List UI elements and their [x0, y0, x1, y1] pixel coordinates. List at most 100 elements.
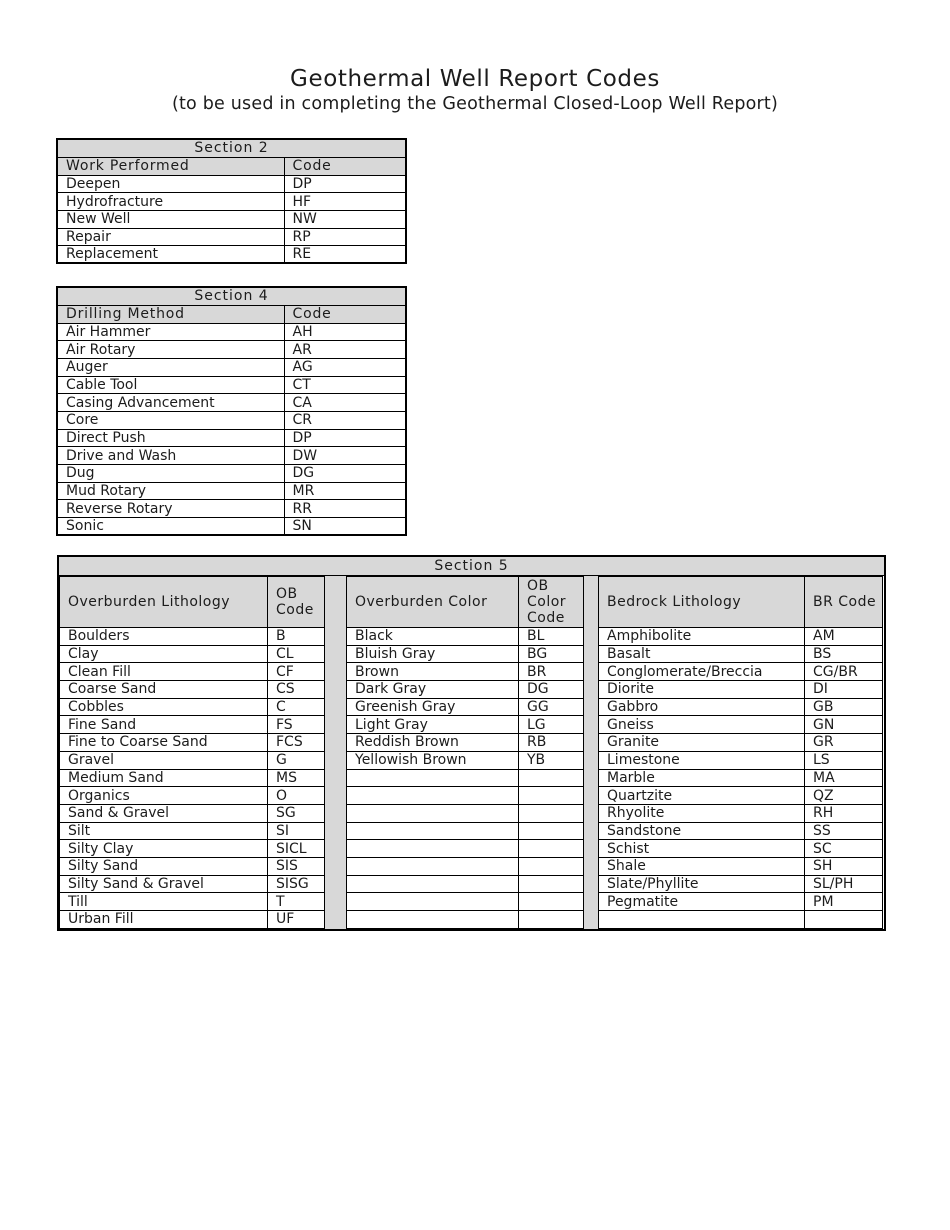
item-name-cell: Conglomerate/Breccia — [598, 662, 805, 682]
table-row: Silt SI — [59, 821, 325, 841]
table-row: Reverse Rotary RR — [56, 499, 407, 519]
table-row — [346, 839, 584, 858]
item-name-cell — [346, 786, 519, 805]
table-row: Fine Sand FS — [59, 715, 325, 735]
item-name-cell: Greenish Gray — [346, 697, 519, 717]
item-code-cell: RB — [518, 733, 584, 752]
item-code-cell: B — [267, 627, 325, 646]
item-name-cell: Bluish Gray — [346, 644, 519, 664]
table-row: Auger AG — [56, 357, 407, 377]
item-code-cell — [518, 839, 584, 858]
table-row: Rhyolite RH — [598, 803, 883, 823]
table-row: Gabbro GB — [598, 697, 883, 717]
overburden-lithology-body: Boulders B Clay CL Clean Fill CF Coarse Sand CS… — [59, 627, 325, 929]
item-name-cell: Mud Rotary — [56, 481, 285, 501]
item-code-cell: CL — [267, 644, 325, 664]
item-code-cell: DG — [283, 464, 407, 483]
item-name-cell: Shale — [598, 856, 805, 876]
item-code-cell: GG — [518, 697, 584, 717]
table-row: Medium Sand MS — [59, 768, 325, 788]
item-name-cell — [346, 803, 519, 823]
table-row: Replacement RE — [56, 245, 407, 264]
table-row — [598, 910, 883, 929]
item-name-cell: Silt — [59, 821, 268, 841]
column-header-br-code: BR Code — [804, 576, 883, 628]
table-row: Dark Gray DG — [346, 680, 584, 699]
item-name-cell: Granite — [598, 733, 805, 752]
table-row: Silty Sand & Gravel SISG — [59, 874, 325, 894]
bedrock-lithology-body: Amphibolite AM Basalt BS Conglomerate/Brecci… — [598, 627, 883, 929]
section2-title: Section 2 — [56, 138, 407, 158]
section4-title-row: Section 4 — [56, 286, 407, 306]
item-code-cell: PM — [804, 892, 883, 911]
item-code-cell: HF — [283, 192, 407, 211]
item-code-cell: CF — [267, 662, 325, 682]
table-row: Reddish Brown RB — [346, 733, 584, 752]
section2-header-row: Work Performed Code — [56, 156, 407, 176]
item-name-cell: Dark Gray — [346, 680, 519, 699]
overburden-color-body: Black BL Bluish Gray BG Brown BR Dark Gray DG Gr… — [346, 627, 584, 929]
overburden-color-table: Overburden Color OB Color Code Black BL Bl… — [346, 576, 584, 929]
item-code-cell: YB — [518, 750, 584, 770]
table-row: Sand & Gravel SG — [59, 803, 325, 823]
item-code-cell: SC — [804, 839, 883, 858]
item-code-cell: SISG — [267, 874, 325, 894]
table-row: Basalt BS — [598, 644, 883, 664]
item-code-cell: SS — [804, 821, 883, 841]
item-code-cell: LG — [518, 715, 584, 735]
item-code-cell — [518, 874, 584, 894]
overburden-color-header-row: Overburden Color OB Color Code — [346, 576, 584, 628]
item-code-cell: SI — [267, 821, 325, 841]
item-code-cell: SICL — [267, 839, 325, 858]
item-name-cell: Drive and Wash — [56, 446, 285, 465]
item-name-cell: Light Gray — [346, 715, 519, 735]
item-name-cell: Silty Sand — [59, 856, 268, 876]
item-name-cell: Marble — [598, 768, 805, 788]
item-name-cell: Coarse Sand — [59, 680, 268, 699]
item-code-cell: DI — [804, 680, 883, 699]
item-name-cell — [346, 821, 519, 841]
item-name-cell: Casing Advancement — [56, 393, 285, 412]
item-name-cell: Medium Sand — [59, 768, 268, 788]
table-row: Marble MA — [598, 768, 883, 788]
item-name-cell: Repair — [56, 227, 285, 247]
item-name-cell: Amphibolite — [598, 627, 805, 646]
table-row: Black BL — [346, 627, 584, 646]
item-name-cell: Air Rotary — [56, 340, 285, 359]
item-name-cell: Clay — [59, 644, 268, 664]
section2-title-row: Section 2 — [56, 138, 407, 158]
column-header-code: Code — [283, 304, 407, 324]
table-row — [346, 892, 584, 911]
column-header-overburden-color: Overburden Color — [346, 576, 519, 628]
item-code-cell — [518, 803, 584, 823]
item-name-cell: Sandstone — [598, 821, 805, 841]
table-row: Clean Fill CF — [59, 662, 325, 682]
item-code-cell: AH — [283, 322, 407, 342]
item-code-cell — [518, 892, 584, 911]
item-code-cell: GB — [804, 697, 883, 717]
table-row: Organics O — [59, 786, 325, 805]
item-name-cell: Rhyolite — [598, 803, 805, 823]
item-code-cell: AR — [283, 340, 407, 359]
item-name-cell: Replacement — [56, 245, 285, 264]
table-row: Direct Push DP — [56, 428, 407, 448]
item-name-cell: Quartzite — [598, 786, 805, 805]
item-code-cell: T — [267, 892, 325, 911]
table-row: Urban Fill UF — [59, 910, 325, 929]
section5-title: Section 5 — [59, 557, 884, 576]
item-code-cell: FCS — [267, 733, 325, 752]
column-header-drilling-method: Drilling Method — [56, 304, 285, 324]
item-code-cell: GR — [804, 733, 883, 752]
table-row — [346, 803, 584, 823]
item-name-cell: Clean Fill — [59, 662, 268, 682]
item-code-cell: DP — [283, 174, 407, 194]
table-row — [346, 786, 584, 805]
item-code-cell: CG/BR — [804, 662, 883, 682]
item-code-cell: RP — [283, 227, 407, 247]
item-name-cell: Air Hammer — [56, 322, 285, 342]
table-row: Slate/Phyllite SL/PH — [598, 874, 883, 894]
item-code-cell: LS — [804, 750, 883, 770]
table-row: Sandstone SS — [598, 821, 883, 841]
item-name-cell — [346, 768, 519, 788]
